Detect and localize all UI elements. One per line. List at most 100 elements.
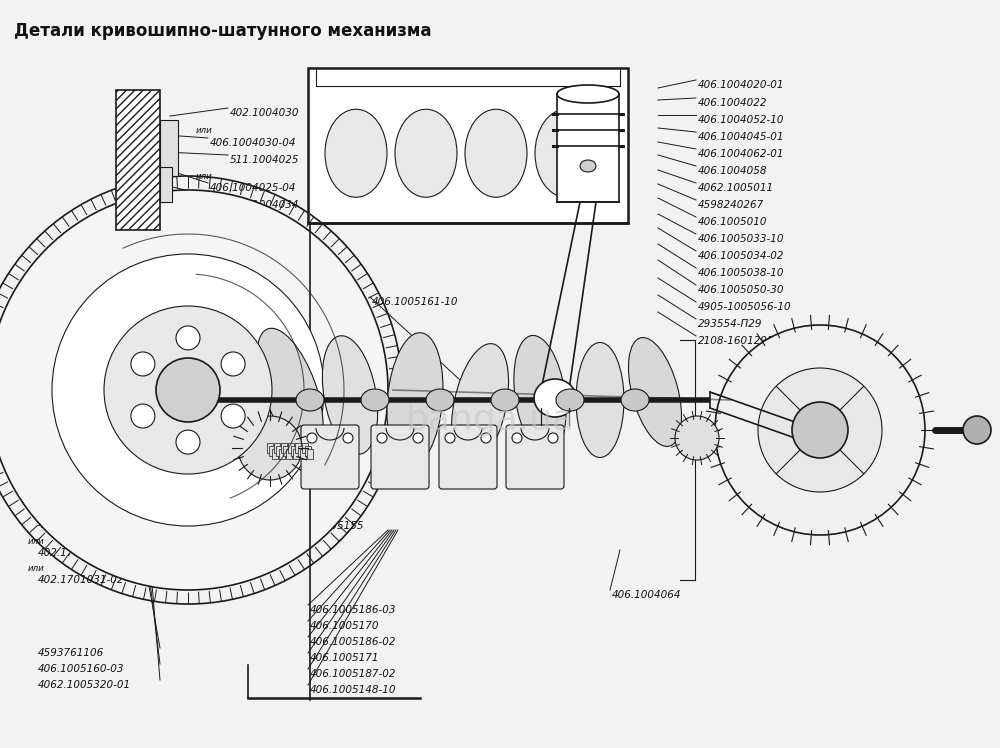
- Ellipse shape: [395, 109, 457, 197]
- Circle shape: [156, 358, 220, 422]
- Circle shape: [377, 433, 387, 443]
- Circle shape: [52, 254, 324, 526]
- Text: 402.1701031: 402.1701031: [38, 520, 108, 530]
- Text: 4062.1005320-01: 4062.1005320-01: [38, 680, 131, 690]
- Ellipse shape: [387, 333, 443, 468]
- Circle shape: [221, 404, 245, 428]
- Circle shape: [445, 433, 455, 443]
- Text: 406.1004058: 406.1004058: [698, 166, 768, 176]
- Text: 4593761106: 4593761106: [38, 648, 104, 658]
- Text: 406.1005050-30: 406.1005050-30: [698, 285, 784, 295]
- Circle shape: [0, 190, 388, 590]
- Text: 406.1005170: 406.1005170: [310, 621, 380, 631]
- Circle shape: [131, 404, 155, 428]
- Circle shape: [548, 433, 558, 443]
- Text: 406.1005010: 406.1005010: [698, 217, 768, 227]
- Text: 406.1004030-04: 406.1004030-04: [210, 138, 296, 148]
- Text: 402.1004030: 402.1004030: [230, 108, 300, 118]
- Circle shape: [238, 416, 302, 480]
- Text: 2108-1601295: 2108-1601295: [698, 336, 775, 346]
- Ellipse shape: [257, 328, 323, 452]
- Bar: [276, 446, 282, 456]
- Bar: [286, 449, 292, 459]
- Bar: [274, 443, 280, 453]
- Ellipse shape: [465, 109, 527, 197]
- Bar: [160, 167, 172, 202]
- Circle shape: [963, 416, 991, 444]
- Circle shape: [715, 325, 925, 535]
- FancyBboxPatch shape: [301, 425, 359, 489]
- Text: 402.1701031-02: 402.1701031-02: [38, 575, 124, 585]
- Text: 406.1005186-03: 406.1005186-03: [310, 605, 396, 615]
- Bar: [305, 446, 311, 456]
- Text: 4905-1005056-10: 4905-1005056-10: [698, 302, 792, 312]
- Text: 406.1005128: 406.1005128: [38, 283, 108, 293]
- Ellipse shape: [322, 336, 378, 454]
- Text: 4598240267: 4598240267: [698, 200, 764, 210]
- Text: 4062.1005011: 4062.1005011: [698, 183, 774, 193]
- Circle shape: [413, 433, 423, 443]
- Text: или: или: [28, 564, 45, 573]
- FancyBboxPatch shape: [371, 425, 429, 489]
- Text: 406.1005171: 406.1005171: [310, 653, 380, 663]
- Text: 511.1004034: 511.1004034: [230, 200, 300, 210]
- Text: banga.ua: banga.ua: [406, 403, 574, 437]
- Ellipse shape: [491, 389, 519, 411]
- Ellipse shape: [451, 343, 509, 466]
- Text: 402.1701031-01: 402.1701031-01: [38, 548, 124, 558]
- Circle shape: [131, 352, 155, 376]
- Bar: [267, 443, 273, 453]
- Ellipse shape: [535, 109, 597, 197]
- Text: 4062.1005127: 4062.1005127: [38, 298, 114, 308]
- Circle shape: [675, 416, 719, 460]
- Ellipse shape: [426, 389, 454, 411]
- Ellipse shape: [534, 379, 576, 417]
- Circle shape: [792, 402, 848, 458]
- Ellipse shape: [557, 85, 619, 103]
- Text: 406.1005161-10: 406.1005161-10: [372, 297, 458, 307]
- Bar: [283, 446, 289, 456]
- Circle shape: [176, 430, 200, 454]
- Text: 406.1005034-02: 406.1005034-02: [698, 251, 784, 261]
- Bar: [295, 443, 301, 453]
- Text: 406.1005148-10: 406.1005148-10: [310, 685, 396, 695]
- Text: или: или: [196, 216, 213, 225]
- Text: или: или: [196, 172, 213, 181]
- Text: 406.1004034-04: 406.1004034-04: [210, 227, 296, 237]
- Bar: [116, 90, 160, 230]
- Bar: [269, 446, 275, 456]
- Text: 406.1005155: 406.1005155: [295, 521, 364, 531]
- Circle shape: [307, 433, 317, 443]
- Text: или: или: [28, 537, 45, 546]
- Ellipse shape: [556, 389, 584, 411]
- Bar: [281, 443, 287, 453]
- Text: 4062.1005115: 4062.1005115: [38, 268, 114, 278]
- Text: 293554-П29: 293554-П29: [698, 319, 763, 329]
- Text: 406.1004015: 406.1004015: [252, 244, 322, 254]
- Text: 406.1004052-10: 406.1004052-10: [698, 115, 784, 125]
- Ellipse shape: [361, 389, 389, 411]
- Text: 406.1004064: 406.1004064: [612, 590, 682, 600]
- Ellipse shape: [576, 343, 624, 458]
- Circle shape: [221, 352, 245, 376]
- Text: 406.1004062-01: 406.1004062-01: [698, 149, 784, 159]
- Ellipse shape: [580, 160, 596, 172]
- FancyBboxPatch shape: [506, 425, 564, 489]
- Text: 406.1004022: 406.1004022: [698, 98, 768, 108]
- Bar: [160, 120, 178, 176]
- Text: или: или: [196, 126, 213, 135]
- Bar: [272, 449, 278, 459]
- Text: 406.1004025-04: 406.1004025-04: [210, 183, 296, 193]
- Bar: [308, 68, 628, 223]
- Circle shape: [176, 326, 200, 350]
- Ellipse shape: [296, 389, 324, 411]
- Text: 406.1005033-10: 406.1005033-10: [698, 234, 784, 244]
- Text: 511.1004025: 511.1004025: [230, 155, 300, 165]
- Text: Детали кривошипно-шатунного механизма: Детали кривошипно-шатунного механизма: [14, 22, 432, 40]
- FancyBboxPatch shape: [439, 425, 497, 489]
- Bar: [298, 446, 304, 456]
- Circle shape: [512, 433, 522, 443]
- Ellipse shape: [325, 109, 387, 197]
- Bar: [307, 449, 313, 459]
- Text: 406.1004045-01: 406.1004045-01: [698, 132, 784, 142]
